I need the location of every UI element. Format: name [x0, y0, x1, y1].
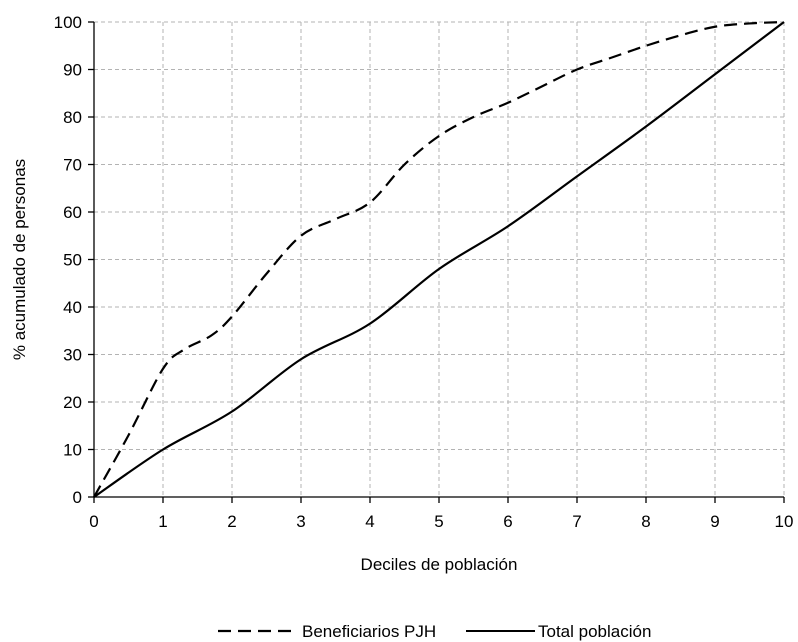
x-tick-label: 1 [158, 512, 167, 531]
x-axis-title: Deciles de población [361, 555, 518, 574]
y-tick-label: 10 [63, 441, 82, 460]
y-tick-label: 100 [54, 13, 82, 32]
y-tick-label: 80 [63, 108, 82, 127]
legend-label-total-poblacion: Total población [538, 622, 651, 641]
x-tick-label: 0 [89, 512, 98, 531]
x-tick-label: 10 [775, 512, 794, 531]
series [93, 20, 785, 498]
legend-label-beneficiarios-pjh: Beneficiarios PJH [302, 622, 436, 641]
y-axis-title: % acumulado de personas [10, 159, 29, 360]
x-tick-label: 5 [434, 512, 443, 531]
legend: Beneficiarios PJH Total población [218, 622, 651, 641]
y-tick-label: 20 [63, 393, 82, 412]
y-tick-label: 40 [63, 298, 82, 317]
x-tick-label: 7 [572, 512, 581, 531]
x-tick-label: 8 [641, 512, 650, 531]
x-tick-label: 4 [365, 512, 374, 531]
y-tick-label: 90 [63, 61, 82, 80]
series-line-beneficiarios-pjh [93, 20, 785, 498]
grid [94, 21, 785, 497]
x-tick-label: 2 [227, 512, 236, 531]
y-tick-label: 60 [63, 203, 82, 222]
series-line-total-poblacion [93, 21, 785, 498]
y-tick-label: 70 [63, 156, 82, 175]
y-tick-label: 50 [63, 251, 82, 270]
x-tick-label: 9 [710, 512, 719, 531]
x-tick-label: 6 [503, 512, 512, 531]
x-tick-label: 3 [296, 512, 305, 531]
y-tick-label: 0 [73, 488, 82, 507]
y-tick-label: 30 [63, 346, 82, 365]
